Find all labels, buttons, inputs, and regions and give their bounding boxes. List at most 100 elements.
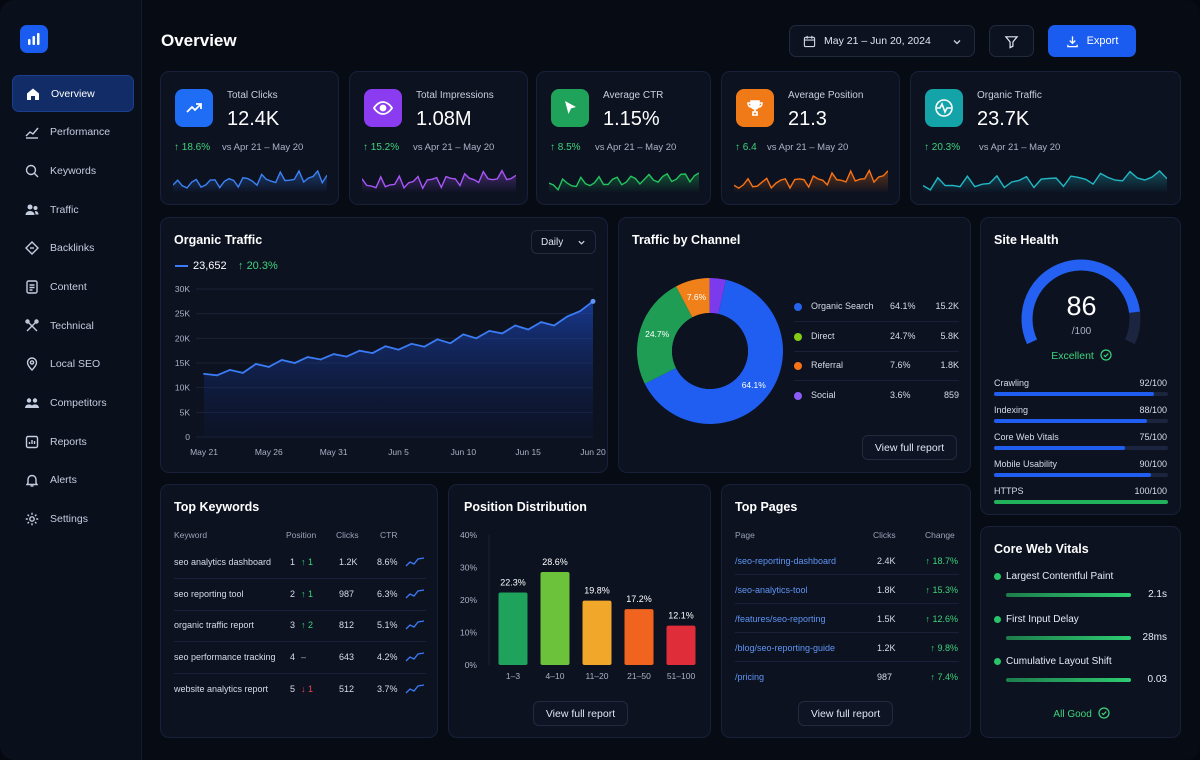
export-button[interactable]: Export bbox=[1048, 25, 1136, 57]
date-range-picker[interactable]: May 21 – Jun 20, 2024 bbox=[789, 25, 975, 57]
kpi-delta: ↑ 8.5% bbox=[550, 142, 581, 153]
pages-view-report-button[interactable]: View full report bbox=[798, 701, 893, 726]
sidebar-item-traffic[interactable]: Traffic bbox=[12, 191, 134, 228]
period-value: Daily bbox=[541, 236, 564, 248]
kpi-sparkline bbox=[549, 172, 699, 193]
legend-percent: 64.1% bbox=[890, 301, 916, 311]
page-link[interactable]: /seo-analytics-tool bbox=[735, 585, 808, 595]
area-fill bbox=[204, 301, 593, 437]
kpi-card-organic-traffic[interactable]: Organic Traffic 23.7K ↑ 20.3% vs Apr 21 … bbox=[910, 71, 1181, 205]
table-row[interactable]: seo reporting tool 2 ↑ 1 987 6.3% bbox=[161, 589, 439, 605]
kpi-delta-value: 8.5% bbox=[557, 142, 581, 153]
position-change: ↑ 1 bbox=[301, 557, 314, 567]
data-point bbox=[410, 342, 413, 345]
data-point bbox=[371, 352, 374, 355]
position-cell: 4 bbox=[290, 652, 296, 663]
kpi-label: Total Clicks bbox=[227, 90, 278, 101]
table-row[interactable]: /features/seo-reporting 1.5K ↑ 12.6% bbox=[722, 614, 972, 628]
sidebar-item-label: Backlinks bbox=[50, 242, 95, 255]
sidebar-item-technical[interactable]: Technical bbox=[12, 307, 134, 344]
sidebar-item-backlinks[interactable]: Backlinks bbox=[12, 230, 134, 267]
kpi-value: 1.08M bbox=[416, 108, 472, 130]
check-circle-icon bbox=[1097, 707, 1110, 722]
legend-row[interactable]: Social 3.6% 859 bbox=[794, 389, 959, 403]
x-tick-label: May 21 bbox=[190, 447, 218, 457]
table-row[interactable]: organic traffic report 3 ↑ 2 812 5.1% bbox=[161, 620, 439, 636]
sidebar-item-label: Reports bbox=[50, 435, 87, 448]
button-label: View full report bbox=[810, 707, 881, 720]
x-tick-label: 4–10 bbox=[546, 671, 565, 681]
page-link[interactable]: /blog/seo-reporting-guide bbox=[735, 643, 836, 653]
sidebar-item-alerts[interactable]: Alerts bbox=[12, 462, 134, 499]
legend-row[interactable]: Referral 7.6% 1.8K bbox=[794, 359, 959, 381]
kpi-card-average-position[interactable]: Average Position 21.3 ↑ 6.4 vs Apr 21 – … bbox=[721, 71, 900, 205]
period-select[interactable]: Daily bbox=[531, 230, 596, 254]
link-icon bbox=[23, 239, 41, 257]
sidebar-item-overview[interactable]: Overview bbox=[12, 75, 134, 112]
organic-delta-value: 20.3% bbox=[246, 260, 278, 272]
legend-count: 15.2K bbox=[935, 301, 959, 311]
positions-view-report-button[interactable]: View full report bbox=[533, 701, 628, 726]
ctr-cell: 5.1% bbox=[377, 620, 398, 631]
kpi-compare: vs Apr 21 – May 20 bbox=[767, 142, 849, 153]
table-row[interactable]: website analytics report 5 ↓ 1 512 3.7% bbox=[161, 684, 439, 700]
legend-row[interactable]: Organic Search 64.1% 15.2K bbox=[794, 300, 959, 322]
filter-button[interactable] bbox=[989, 25, 1034, 57]
sidebar-item-reports[interactable]: Reports bbox=[12, 423, 134, 460]
date-range-text: May 21 – Jun 20, 2024 bbox=[824, 35, 931, 47]
clicks-cell: 1.2K bbox=[877, 643, 896, 653]
table-row[interactable]: seo performance tracking 4– 643 4.2% bbox=[161, 652, 439, 668]
page-link[interactable]: /seo-reporting-dashboard bbox=[735, 556, 837, 566]
row-divider bbox=[174, 578, 426, 579]
kpi-card-total-clicks[interactable]: Total Clicks 12.4K ↑ 18.6% vs Apr 21 – M… bbox=[160, 71, 339, 205]
legend-row[interactable]: Direct 24.7% 5.8K bbox=[794, 330, 959, 352]
y-tick-label: 0 bbox=[185, 432, 190, 442]
trend-up-icon bbox=[175, 89, 213, 127]
keyword-cell: seo analytics dashboard bbox=[174, 557, 272, 567]
position-cell: 2 bbox=[290, 588, 296, 599]
status-dot bbox=[994, 615, 1001, 623]
sidebar-item-settings[interactable]: Settings bbox=[12, 501, 134, 538]
sidebar-item-content[interactable]: Content bbox=[12, 268, 134, 305]
page-link[interactable]: /features/seo-reporting bbox=[735, 614, 826, 624]
health-metric-value: 90/100 bbox=[1139, 459, 1167, 469]
sidebar-item-local-seo[interactable]: Local SEO bbox=[12, 346, 134, 383]
pulse-icon bbox=[925, 89, 963, 127]
sidebar-item-performance[interactable]: Performance bbox=[12, 114, 134, 151]
x-tick-label: May 31 bbox=[320, 447, 348, 457]
table-row[interactable]: seo analytics dashboard 1 ↑ 1 1.2K 8.6% bbox=[161, 557, 439, 573]
kpi-card-total-impressions[interactable]: Total Impressions 1.08M ↑ 15.2% vs Apr 2… bbox=[349, 71, 528, 205]
kpi-delta-value: 18.6% bbox=[181, 142, 211, 153]
table-row[interactable]: /seo-reporting-dashboard 2.4K ↑ 18.7% bbox=[722, 556, 972, 570]
kpi-label: Total Impressions bbox=[416, 90, 494, 101]
keyword-cell: seo reporting tool bbox=[174, 588, 244, 599]
health-status: Excellent bbox=[981, 349, 1182, 364]
kpi-delta: ↑ 6.4 bbox=[735, 142, 757, 153]
table-row[interactable]: /seo-analytics-tool 1.8K ↑ 15.3% bbox=[722, 585, 972, 599]
page-link[interactable]: /pricing bbox=[735, 672, 765, 682]
sidebar-item-keywords[interactable]: Keywords bbox=[12, 152, 134, 189]
table-row[interactable]: /pricing 987 ↑ 7.4% bbox=[722, 672, 972, 686]
vital-value: 2.1s bbox=[1148, 589, 1167, 600]
legend-dot bbox=[794, 303, 802, 311]
y-tick-label: 40% bbox=[460, 530, 477, 540]
group-icon bbox=[23, 394, 41, 412]
sidebar-item-competitors[interactable]: Competitors bbox=[12, 385, 134, 422]
health-metric-label: Mobile Usability bbox=[994, 459, 1058, 469]
bar-data-label: 22.3% bbox=[500, 578, 526, 588]
health-metric-fill bbox=[994, 392, 1155, 396]
legend-name: Organic Search bbox=[811, 301, 874, 311]
export-label: Export bbox=[1086, 35, 1119, 47]
app-logo[interactable] bbox=[20, 25, 48, 53]
kpi-card-average-ctr[interactable]: Average CTR 1.15% ↑ 8.5% vs Apr 21 – May… bbox=[536, 71, 711, 205]
card-title: Site Health bbox=[994, 233, 1059, 247]
legend-dot bbox=[794, 362, 802, 370]
card-title: Top Pages bbox=[735, 500, 798, 514]
trend-sparkline-icon bbox=[405, 684, 425, 694]
channel-view-report-button[interactable]: View full report bbox=[862, 435, 957, 460]
report-icon bbox=[23, 433, 41, 451]
last-point-marker bbox=[590, 298, 596, 304]
legend-name: Direct bbox=[811, 330, 835, 341]
trend-sparkline-icon bbox=[405, 589, 425, 599]
table-row[interactable]: /blog/seo-reporting-guide 1.2K ↑ 9.8% bbox=[722, 643, 972, 657]
